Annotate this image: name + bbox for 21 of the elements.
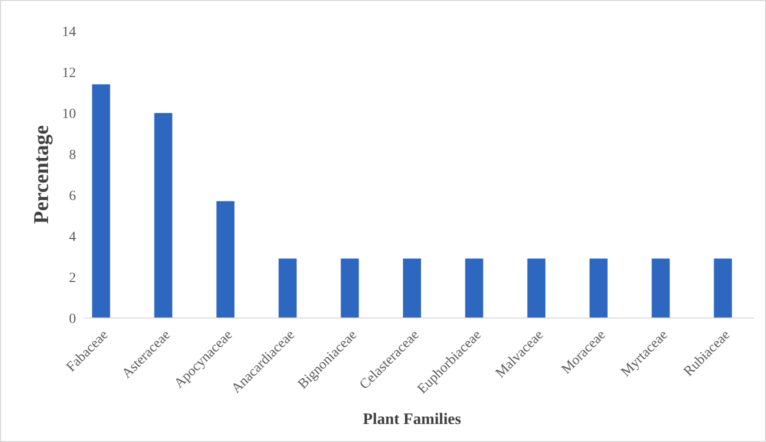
bar: [402, 258, 422, 318]
y-tick-label: 4: [69, 230, 76, 245]
y-tick-label: 2: [69, 270, 76, 286]
bar: [527, 258, 546, 318]
y-axis-title: Percentage: [29, 125, 53, 224]
bar: [652, 258, 670, 318]
y-tick-label: 14: [62, 24, 76, 40]
y-tick-label: 8: [69, 148, 76, 163]
bar: [92, 84, 110, 318]
bar: [590, 258, 608, 318]
y-tick-label: 0: [69, 312, 76, 327]
y-tick-label: 10: [62, 106, 76, 122]
y-tick-label: 6: [69, 188, 76, 204]
x-axis-title: Plant Families: [362, 411, 462, 428]
bar: [465, 258, 484, 318]
y-tick-label: 12: [62, 66, 76, 81]
bar: [278, 258, 297, 318]
bar: [216, 201, 234, 318]
bar: [340, 258, 359, 318]
bar: [154, 113, 172, 318]
bar: [714, 258, 732, 318]
